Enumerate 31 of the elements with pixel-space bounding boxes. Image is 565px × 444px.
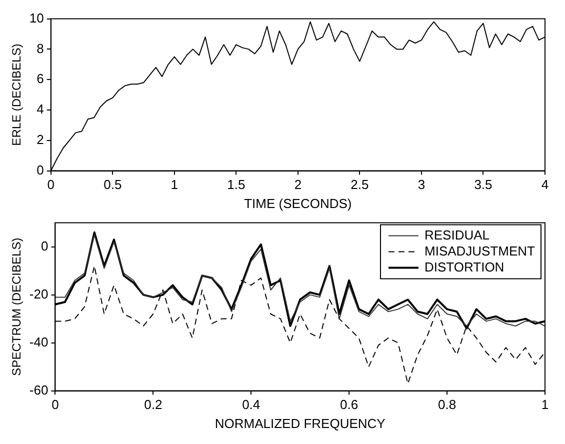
x-tick-label: 2 bbox=[294, 177, 302, 192]
x-tick-label: 1.5 bbox=[227, 177, 246, 192]
x-tick-label: 0.5 bbox=[104, 177, 122, 192]
legend-label: MISADJUSTMENT bbox=[424, 243, 536, 258]
y-tick-label: 2 bbox=[36, 132, 44, 147]
x-tick-label: 0.8 bbox=[438, 397, 456, 412]
x-axis-title: TIME (SECONDS) bbox=[244, 196, 352, 211]
x-tick-label: 1 bbox=[170, 177, 178, 192]
y-tick-label: 0 bbox=[36, 162, 44, 178]
x-tick-label: 2.5 bbox=[350, 177, 369, 192]
y-tick-label: 4 bbox=[36, 102, 44, 117]
y-tick-label: 6 bbox=[36, 71, 44, 86]
x-tick-label: 0.6 bbox=[340, 397, 358, 412]
legend-label: RESIDUAL bbox=[424, 227, 490, 242]
x-tick-label: 3.5 bbox=[474, 177, 492, 192]
y-axis-title: SPECTRUM (DECIBELS) bbox=[10, 238, 24, 376]
y-tick-label: 0 bbox=[40, 238, 48, 254]
y-tick-label: -20 bbox=[29, 286, 48, 302]
x-axis-title: NORMALIZED FREQUENCY bbox=[214, 416, 386, 431]
x-tick-label: 3 bbox=[418, 177, 426, 192]
y-tick-label: -40 bbox=[29, 334, 48, 350]
x-tick-label: 1 bbox=[541, 397, 549, 412]
y-tick-label: -60 bbox=[29, 382, 48, 398]
x-tick-label: 0.4 bbox=[242, 397, 260, 412]
x-tick-label: 0 bbox=[52, 397, 59, 412]
legend-label: DISTORTION bbox=[424, 259, 504, 274]
y-tick-label: 10 bbox=[29, 10, 44, 26]
y-axis-title: ERLE (DECIBELS) bbox=[10, 44, 24, 146]
x-tick-label: 4 bbox=[541, 177, 549, 192]
x-tick-label: 0.2 bbox=[144, 397, 162, 412]
y-tick-label: 8 bbox=[36, 40, 44, 56]
